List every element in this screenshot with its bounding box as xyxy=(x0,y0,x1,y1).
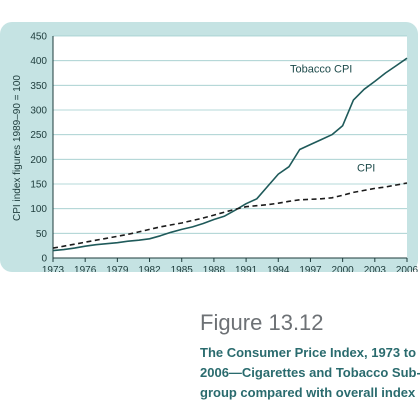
tobacco-cpi-label: Tobacco CPI xyxy=(290,64,352,76)
x-tick-label: 1979 xyxy=(106,265,129,272)
x-tick-label: 1997 xyxy=(299,265,322,272)
cpi-label: CPI xyxy=(357,163,375,175)
x-tick-label: 1991 xyxy=(235,265,258,272)
x-tick-label: 1982 xyxy=(138,265,161,272)
caption-line: The Consumer Price Index, 1973 to xyxy=(200,345,417,360)
series-line-tobacco-cpi xyxy=(52,57,408,252)
x-tick-label: 1976 xyxy=(74,265,97,272)
figure-number: Figure 13.12 xyxy=(200,310,324,335)
y-tick-label: 300 xyxy=(30,106,47,117)
y-tick-label: 200 xyxy=(30,155,47,166)
x-tick-label: 1994 xyxy=(267,265,290,272)
y-tick-label: 0 xyxy=(41,254,47,265)
caption-line: group compared with overall index xyxy=(200,385,416,400)
cpi-line-chart: 0 50 100 150 200 250 300 350 400 450 1973 1976 1979… xyxy=(12,32,418,273)
y-tick-label: 150 xyxy=(30,180,47,191)
x-tick-label: 2006 xyxy=(396,265,418,272)
x-tick-label: 1988 xyxy=(203,265,226,272)
x-tick-label: 2003 xyxy=(364,265,387,272)
plot-area xyxy=(53,36,407,258)
y-tick-label: 400 xyxy=(30,56,47,67)
y-axis-label: CPI index figures 1989–90 = 100 xyxy=(12,75,23,221)
y-tick-label: 450 xyxy=(30,32,47,43)
y-tick-label: 100 xyxy=(30,204,47,215)
caption-line: 2006—Cigarettes and Tobacco Sub- xyxy=(200,365,420,380)
y-tick-label: 350 xyxy=(30,81,47,92)
x-tick-label: 1985 xyxy=(171,265,194,272)
y-tick-label: 250 xyxy=(30,130,47,141)
y-tick-label: 50 xyxy=(36,229,48,240)
figure-caption: The Consumer Price Index, 1973 to 2006—C… xyxy=(200,343,420,403)
x-tick-label: 2000 xyxy=(332,265,355,272)
series-line-cpi xyxy=(52,182,408,249)
x-tick-label: 1973 xyxy=(42,265,65,272)
